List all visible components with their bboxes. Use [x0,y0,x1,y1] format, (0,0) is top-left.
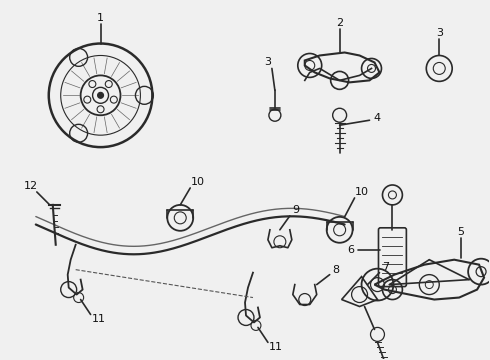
Text: 10: 10 [191,177,205,187]
Text: 3: 3 [265,58,271,67]
Text: 9: 9 [292,205,299,215]
Text: 10: 10 [355,187,368,197]
Text: 5: 5 [458,227,465,237]
Text: 4: 4 [374,113,381,123]
Text: 11: 11 [92,314,105,324]
Text: 7: 7 [382,262,389,272]
Text: 3: 3 [436,28,443,37]
Text: 12: 12 [24,181,38,191]
Text: 6: 6 [347,245,354,255]
Text: 11: 11 [269,342,283,352]
Text: 1: 1 [97,13,104,23]
Text: 2: 2 [336,18,343,28]
Text: 8: 8 [332,265,339,275]
Circle shape [98,92,103,98]
